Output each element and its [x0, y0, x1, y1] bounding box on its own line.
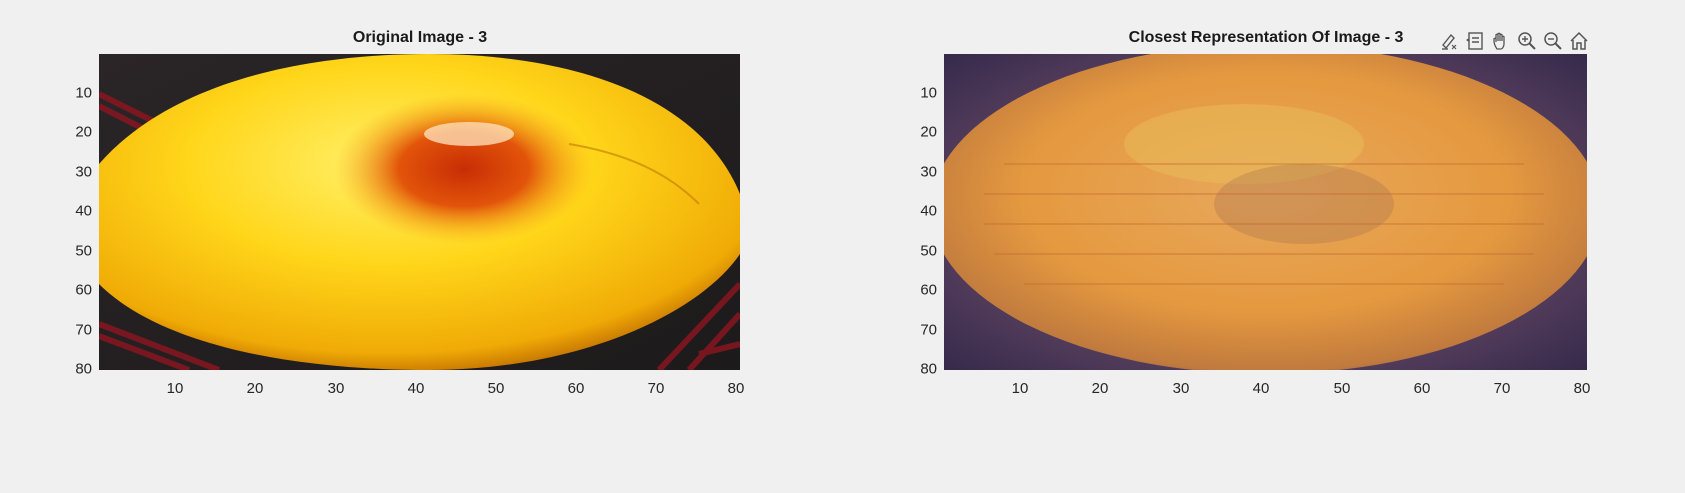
closest-representation-image[interactable] — [944, 54, 1587, 370]
left-xtick: 30 — [327, 380, 345, 397]
right-xtick: 70 — [1493, 380, 1511, 397]
left-xtick: 70 — [647, 380, 665, 397]
right-xtick: 10 — [1011, 380, 1029, 397]
left-xtick: 60 — [567, 380, 585, 397]
left-ytick: 70 — [75, 321, 92, 339]
right-ytick: 70 — [920, 321, 937, 339]
right-xtick: 30 — [1172, 380, 1190, 397]
left-ytick: 50 — [75, 242, 92, 260]
right-ytick: 30 — [920, 163, 937, 181]
zoom-out-icon — [1544, 32, 1562, 50]
zoom-in-button[interactable] — [1515, 29, 1539, 53]
data-tips-button[interactable] — [1463, 29, 1487, 53]
home-button[interactable] — [1567, 29, 1591, 53]
right-ytick: 40 — [920, 202, 937, 220]
left-ytick: 40 — [75, 202, 92, 220]
left-ytick: 10 — [75, 84, 92, 102]
right-xtick: 60 — [1413, 380, 1431, 397]
right-ytick: 50 — [920, 242, 937, 260]
right-ytick: 20 — [920, 123, 937, 141]
axes-toolbar — [1437, 28, 1591, 54]
left-ytick: 60 — [75, 281, 92, 299]
pan-button[interactable] — [1489, 29, 1513, 53]
pan-icon — [1493, 32, 1505, 50]
right-ytick: 80 — [920, 360, 937, 378]
left-xtick: 50 — [487, 380, 505, 397]
right-ytick: 60 — [920, 281, 937, 299]
left-ytick: 30 — [75, 163, 92, 181]
left-ytick: 20 — [75, 123, 92, 141]
left-xtick: 20 — [246, 380, 264, 397]
right-xtick: 20 — [1091, 380, 1109, 397]
left-ytick: 80 — [75, 360, 92, 378]
right-ytick: 10 — [920, 84, 937, 102]
left-xtick: 40 — [407, 380, 425, 397]
brush-button[interactable] — [1437, 29, 1461, 53]
zoom-in-icon — [1518, 32, 1536, 50]
right-xtick: 50 — [1333, 380, 1351, 397]
right-xtick: 80 — [1573, 380, 1591, 397]
original-image[interactable] — [99, 54, 740, 370]
zoom-out-button[interactable] — [1541, 29, 1565, 53]
left-xtick: 10 — [166, 380, 184, 397]
data-tips-icon — [1466, 32, 1483, 50]
left-xtick: 80 — [727, 380, 745, 397]
right-axes-title: Closest Representation Of Image - 3 — [1128, 29, 1404, 46]
right-xtick: 40 — [1252, 380, 1270, 397]
home-icon — [1570, 31, 1588, 50]
brush-icon — [1442, 33, 1457, 50]
left-axes-title: Original Image - 3 — [352, 29, 488, 46]
